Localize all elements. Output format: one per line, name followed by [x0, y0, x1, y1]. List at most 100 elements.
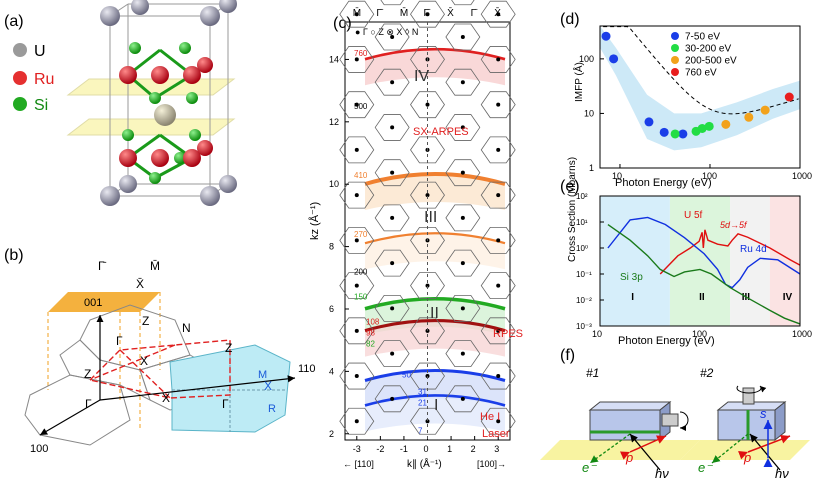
x-tick-label: -3 — [353, 444, 361, 454]
panel-f-label: (f) — [560, 347, 575, 364]
x-tick-label: 100 — [692, 329, 707, 339]
legend-label: 200-500 eV — [685, 56, 737, 67]
bz-hexagon — [445, 249, 481, 277]
gamma-point — [390, 170, 395, 175]
imfp-point — [644, 117, 654, 127]
panel-e-label: (e) — [560, 178, 580, 195]
gamma-point — [354, 238, 359, 243]
band-line-108 — [364, 319, 506, 333]
imfp-point — [784, 92, 794, 102]
bz-hexagon — [374, 340, 410, 367]
label-u5f: U 5f — [684, 210, 703, 221]
gamma-point — [354, 374, 359, 379]
method-sx-arpes: SX-ARPES — [413, 126, 469, 138]
bz-hexagon — [339, 181, 375, 209]
bz-hexagon — [410, 46, 445, 73]
region-bg — [600, 196, 670, 326]
panel-c-legend: ● Γ ○ Z ⊗ X ◊ N — [355, 27, 418, 37]
y-tick-label: 10² — [576, 192, 588, 201]
panel-b-label: (b) — [4, 247, 24, 264]
gamma-point — [425, 193, 430, 198]
label-5d-5f: 5d→5f — [720, 220, 748, 230]
config-2-pol: p — [743, 450, 751, 465]
bz-hexagon — [480, 226, 516, 254]
bz-hexagon — [410, 136, 445, 164]
bz-hexagon — [445, 294, 481, 322]
config-1-photon: hν — [655, 466, 669, 478]
gamma-point — [354, 419, 359, 424]
point-r-right: R — [268, 403, 276, 415]
config-1-rotor — [661, 413, 679, 427]
point-n: N — [182, 321, 191, 335]
region-label: II — [699, 292, 705, 303]
gamma-point — [390, 34, 395, 39]
legend-ru: Ru — [13, 71, 54, 88]
bz-hexagon — [339, 407, 375, 435]
legend-label: 7-50 eV — [685, 32, 720, 43]
band-fill-270 — [365, 233, 505, 270]
panel-c-label: (c) — [333, 15, 352, 32]
bz-hexagon — [339, 362, 375, 390]
config-1-pol: p — [625, 450, 633, 465]
bz-hexagon — [410, 181, 445, 209]
y-tick-label: 6 — [329, 304, 334, 314]
imfp-point — [609, 54, 619, 64]
bz-hexagon — [480, 136, 516, 164]
region-label: I — [631, 292, 634, 303]
axis-100 — [39, 399, 101, 436]
gamma-point — [390, 215, 395, 220]
panel-f: (f) #1 e⁻ p hν #2 — [540, 347, 810, 478]
band-fill-410 — [365, 173, 505, 210]
band-fill-760 — [365, 49, 505, 86]
point-m-right: M — [258, 369, 267, 381]
energy-label-98: 98 — [366, 328, 375, 337]
y-tick-label: 1 — [589, 163, 594, 173]
gamma-point — [460, 170, 465, 175]
gamma-point — [460, 306, 465, 311]
band-fill-108 — [365, 320, 505, 357]
gamma-point — [496, 12, 501, 17]
config-1-electron: e⁻ — [582, 460, 597, 475]
legend-marker — [671, 44, 679, 52]
label-si3p: Si 3p — [620, 272, 643, 283]
gamma-point — [425, 419, 430, 424]
bz-hexagon — [445, 23, 481, 51]
legend-u: U — [13, 43, 46, 60]
band-fill-21 — [365, 395, 505, 432]
panel-d-ylabel: IMFP (Å) — [572, 62, 585, 102]
bz-hexagon — [380, 0, 404, 6]
method-laser: Laser — [482, 428, 510, 440]
imfp-point — [697, 123, 707, 133]
bz-hexagon — [445, 68, 481, 96]
gamma-point — [460, 261, 465, 266]
gamma-point — [460, 125, 465, 130]
gamma-point — [496, 374, 501, 379]
bz-hexagon — [410, 226, 445, 254]
energy-label-82: 82 — [366, 339, 375, 348]
point-x-bar: X̄ — [136, 277, 144, 291]
point-z-left: Z — [84, 367, 91, 381]
x-tick-label: -1 — [400, 444, 408, 454]
config-2-s: s — [760, 406, 767, 421]
bz-hexagon — [480, 272, 516, 299]
x-tick-label: 10 — [592, 329, 602, 339]
bz-hexagon — [410, 362, 445, 390]
imfp-point — [721, 119, 731, 129]
panel-b: (b) Γ̄ M̄ X̄ 001 110 100 Z — [4, 247, 316, 455]
gamma-point — [354, 193, 359, 198]
gamma-point — [390, 351, 395, 356]
gamma-point — [460, 80, 465, 85]
legend-ru-label: Ru — [34, 71, 54, 88]
energy-label-150: 150 — [354, 293, 368, 302]
bz-hexagon — [445, 340, 481, 367]
band-line-270 — [364, 232, 506, 245]
gamma-point — [460, 34, 465, 39]
bz-hexagon — [480, 181, 516, 209]
kz-bands — [364, 47, 506, 432]
x-tick-label: 100 — [702, 171, 717, 181]
x-tick-label: 1000 — [792, 171, 812, 181]
gamma-point — [496, 193, 501, 198]
method-rpes: RPES — [493, 328, 523, 340]
bz-hexagon — [410, 0, 445, 28]
